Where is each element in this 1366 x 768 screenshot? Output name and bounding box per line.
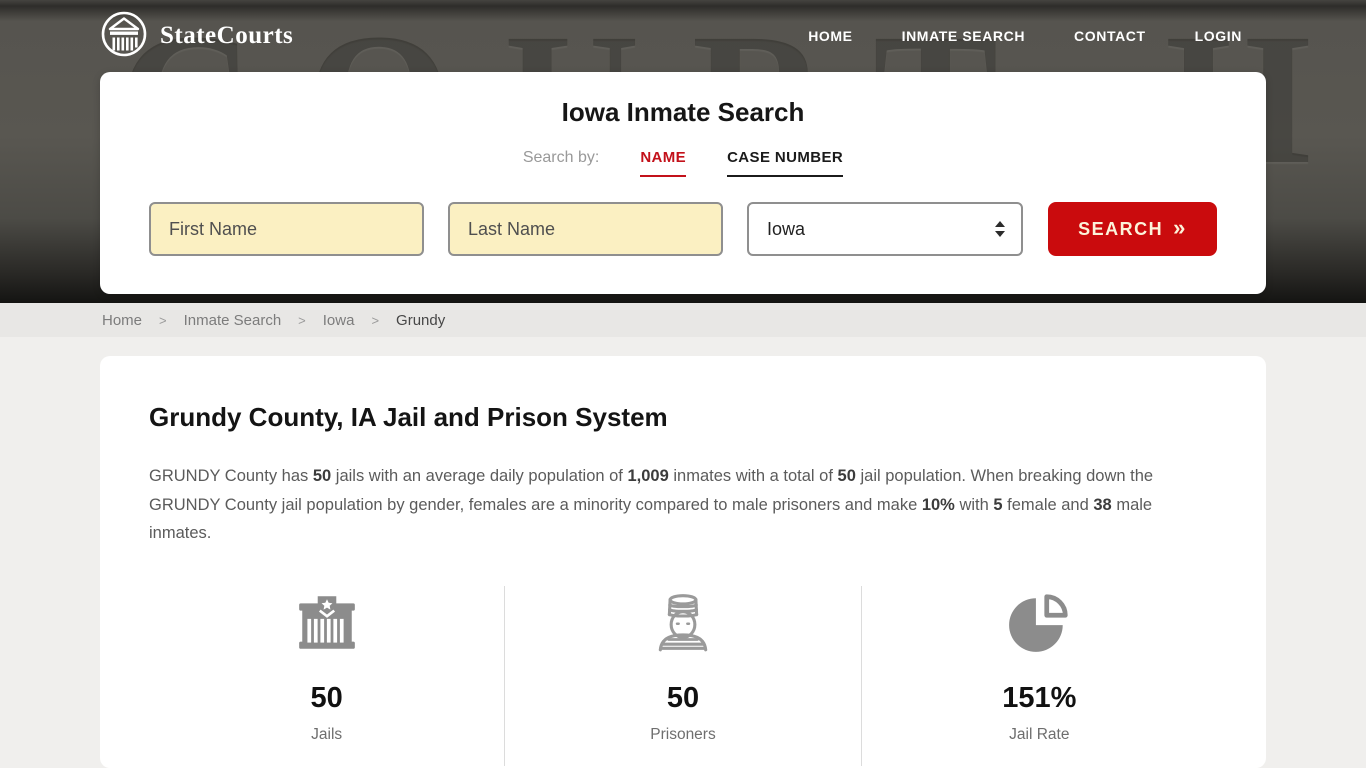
breadcrumb-current-grundy: Grundy xyxy=(396,311,446,329)
pie-chart-icon xyxy=(862,590,1217,668)
nav-home[interactable]: HOME xyxy=(808,28,853,44)
breadcrumb-home[interactable]: Home xyxy=(102,311,143,329)
jail-building-icon xyxy=(149,590,504,668)
stat-jail-rate: 151% Jail Rate xyxy=(862,586,1217,766)
brand-name: StateCourts xyxy=(160,22,294,49)
tab-search-by-name[interactable]: NAME xyxy=(640,149,687,177)
stat-label-jail-rate: Jail Rate xyxy=(1009,725,1070,743)
breadcrumb-iowa[interactable]: Iowa xyxy=(322,311,355,329)
stat-label-prisoners: Prisoners xyxy=(650,725,716,743)
county-detail-card: Grundy County, IA Jail and Prison System… xyxy=(100,356,1266,768)
search-form: Iowa SEARCH » xyxy=(100,202,1266,256)
search-button-label: SEARCH xyxy=(1078,218,1164,239)
search-by-label: Search by: xyxy=(522,149,600,166)
hero-header: COURT·HOUSE StateCou xyxy=(0,0,1366,303)
stat-value-jails: 50 xyxy=(310,681,343,714)
stat-prisoners: 50 Prisoners xyxy=(504,585,862,766)
page-title: Grundy County, IA Jail and Prison System xyxy=(149,402,668,432)
nav-contact[interactable]: CONTACT xyxy=(1074,28,1146,44)
state-select[interactable]: Iowa xyxy=(747,202,1023,256)
county-summary-paragraph: GRUNDY County has 50 jails with an avera… xyxy=(149,467,1154,542)
breadcrumb-separator-icon: > xyxy=(371,312,380,328)
stat-value-prisoners: 50 xyxy=(666,681,700,714)
prisoner-icon xyxy=(505,590,860,668)
breadcrumb-separator-icon: > xyxy=(159,312,167,328)
search-button[interactable]: SEARCH » xyxy=(1048,202,1217,256)
breadcrumb-inmate-search[interactable]: Inmate Search xyxy=(183,311,282,329)
nav-inmate-search[interactable]: INMATE SEARCH xyxy=(901,28,1026,44)
brand-logo[interactable]: StateCourts xyxy=(100,10,293,63)
last-name-input[interactable] xyxy=(448,202,723,256)
select-stepper-icon xyxy=(995,221,1005,237)
breadcrumb-separator-icon: > xyxy=(298,312,306,328)
main-nav: HOME INMATE SEARCH CONTACT LOGIN xyxy=(808,28,1242,44)
inmate-search-card: Iowa Inmate Search Search by: NAME CASE … xyxy=(100,72,1266,294)
stat-jails: 50 Jails xyxy=(149,586,504,766)
breadcrumb: Home > Inmate Search > Iowa > Grundy xyxy=(0,303,1366,337)
top-navigation-bar: StateCourts HOME INMATE SEARCH CONTACT L… xyxy=(0,0,1366,72)
stat-label-jails: Jails xyxy=(311,725,343,743)
statecourts-logo-icon xyxy=(100,10,148,63)
first-name-input[interactable] xyxy=(149,202,424,256)
search-card-title: Iowa Inmate Search xyxy=(561,97,805,127)
county-stats-row: 50 Jails xyxy=(149,585,1217,766)
search-by-row: Search by: NAME CASE NUMBER xyxy=(100,149,1266,177)
nav-login[interactable]: LOGIN xyxy=(1194,28,1242,44)
tab-search-by-case-number[interactable]: CASE NUMBER xyxy=(727,149,844,177)
double-chevron-icon: » xyxy=(1173,214,1187,240)
state-select-value: Iowa xyxy=(767,218,806,239)
stat-value-jail-rate: 151% xyxy=(1002,681,1077,714)
